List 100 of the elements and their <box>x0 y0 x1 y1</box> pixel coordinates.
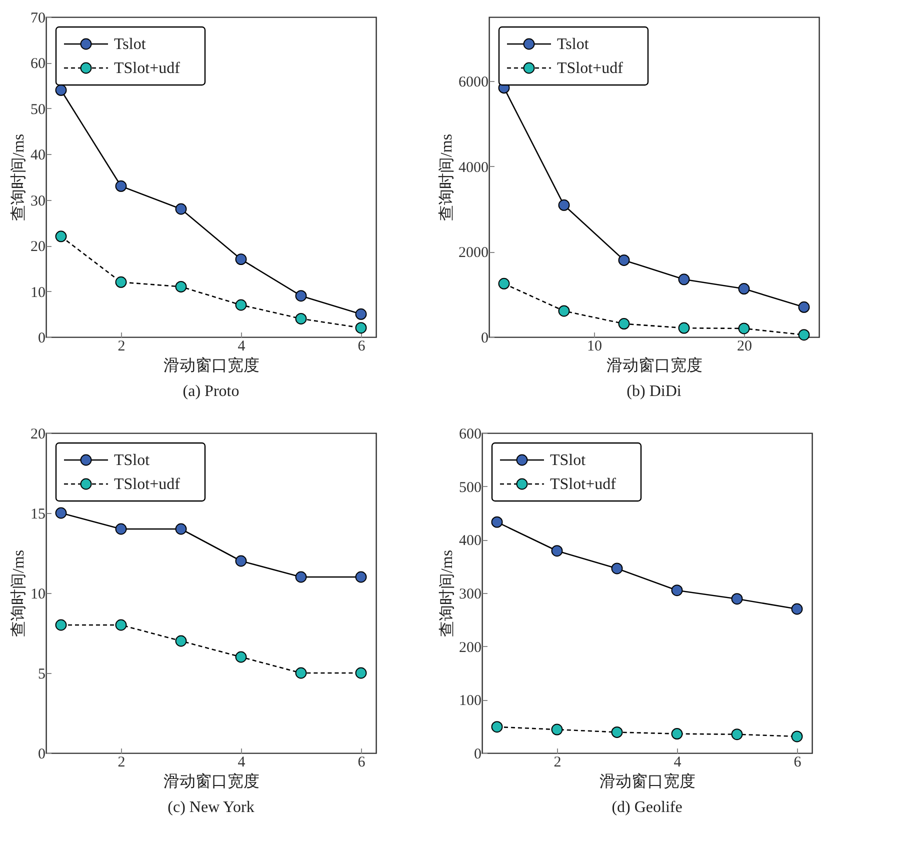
y-axis-title: 查询时间/ms <box>10 134 28 222</box>
point <box>55 230 67 242</box>
legend-label: TSlot <box>114 452 150 469</box>
x-tick-label: 4 <box>674 754 682 770</box>
point <box>491 516 503 528</box>
point <box>678 274 690 286</box>
y-tick-label: 500 <box>459 480 482 496</box>
y-tick-label: 15 <box>30 506 46 522</box>
point <box>175 523 187 535</box>
point <box>235 299 247 311</box>
point <box>355 667 367 679</box>
point <box>618 318 630 330</box>
point <box>558 305 570 317</box>
y-tick-label: 40 <box>30 148 46 164</box>
point <box>731 728 743 740</box>
point <box>175 203 187 215</box>
legend-label: TSlot+udf <box>114 476 181 493</box>
point <box>295 290 307 302</box>
point <box>115 619 127 631</box>
y-tick-label: 20 <box>30 239 46 256</box>
y-axis-title: 查询时间/ms <box>438 550 456 638</box>
y-tick-label: 0 <box>474 746 482 762</box>
x-tick-label: 6 <box>794 754 802 770</box>
y-tick-label: 100 <box>459 693 482 710</box>
x-tick-label: 2 <box>118 754 126 770</box>
y-tick-label: 2000 <box>458 245 488 262</box>
x-tick-label: 10 <box>587 338 602 354</box>
point <box>498 278 510 290</box>
point <box>731 593 743 605</box>
y-tick-label: 200 <box>459 640 482 656</box>
x-tick-label: 4 <box>238 754 246 770</box>
point <box>671 728 683 740</box>
point <box>55 619 67 631</box>
point <box>55 507 67 519</box>
point <box>798 329 810 341</box>
point <box>115 180 127 192</box>
y-tick-label: 30 <box>30 193 46 210</box>
x-axis-title: 滑动窗口宽度 <box>600 772 696 790</box>
point <box>611 726 623 738</box>
point <box>175 280 187 292</box>
y-tick-label: 600 <box>459 426 482 442</box>
point <box>738 283 750 295</box>
point <box>115 276 127 288</box>
y-axis-title: 查询时间/ms <box>438 134 456 222</box>
text: (d) Geolife <box>612 799 682 816</box>
x-tick-label: 20 <box>737 338 752 354</box>
point <box>295 571 307 583</box>
point <box>558 199 570 211</box>
y-tick-label: 6000 <box>458 74 488 90</box>
point <box>678 322 690 334</box>
point <box>611 562 623 574</box>
y-tick-label: 70 <box>30 10 46 26</box>
y-tick-label: 400 <box>459 533 482 550</box>
point <box>235 651 247 663</box>
point <box>791 730 803 742</box>
point <box>551 724 563 736</box>
legend-label: Tslot <box>114 36 146 53</box>
y-tick-label: 50 <box>30 102 46 118</box>
point <box>55 84 67 96</box>
point <box>295 312 307 324</box>
x-axis-title: 滑动窗口宽度 <box>164 772 260 790</box>
legend-label: Tslot <box>557 36 590 53</box>
y-tick-label: 60 <box>30 56 46 72</box>
point <box>235 254 247 266</box>
point <box>491 721 503 733</box>
text: (a) Proto <box>182 383 240 400</box>
point <box>618 254 630 266</box>
y-tick-label: 10 <box>30 586 46 602</box>
point <box>235 555 247 567</box>
y-tick-label: 0 <box>38 746 46 762</box>
y-tick-label: 300 <box>459 586 482 602</box>
y-axis-title: 查询时间/ms <box>10 550 28 638</box>
point <box>671 584 683 596</box>
point <box>115 523 127 535</box>
point <box>355 322 367 334</box>
point <box>551 545 563 557</box>
text: (b) DiDi <box>626 383 682 400</box>
x-tick-label: 6 <box>358 338 366 354</box>
y-tick-label: 0 <box>481 330 488 346</box>
legend-label: TSlot+udf <box>114 60 181 77</box>
y-tick-label: 10 <box>30 284 46 301</box>
y-tick-label: 20 <box>30 426 46 442</box>
legend-label: TSlot+udf <box>550 476 617 493</box>
point <box>175 635 187 647</box>
point <box>355 308 367 320</box>
x-tick-label: 4 <box>238 338 246 354</box>
y-tick-label: 5 <box>38 666 46 682</box>
y-tick-label: 4000 <box>458 160 488 176</box>
x-axis-title: 滑动窗口宽度 <box>164 356 260 374</box>
point <box>791 603 803 615</box>
legend-label: TSlot <box>550 452 586 469</box>
text: (c) New York <box>168 799 254 816</box>
point <box>738 322 750 334</box>
x-tick-label: 2 <box>118 338 126 354</box>
x-tick-label: 2 <box>554 754 562 770</box>
x-tick-label: 6 <box>358 754 366 770</box>
point <box>798 301 810 313</box>
y-tick-label: 0 <box>38 330 46 346</box>
point <box>355 571 367 583</box>
point <box>295 667 307 679</box>
